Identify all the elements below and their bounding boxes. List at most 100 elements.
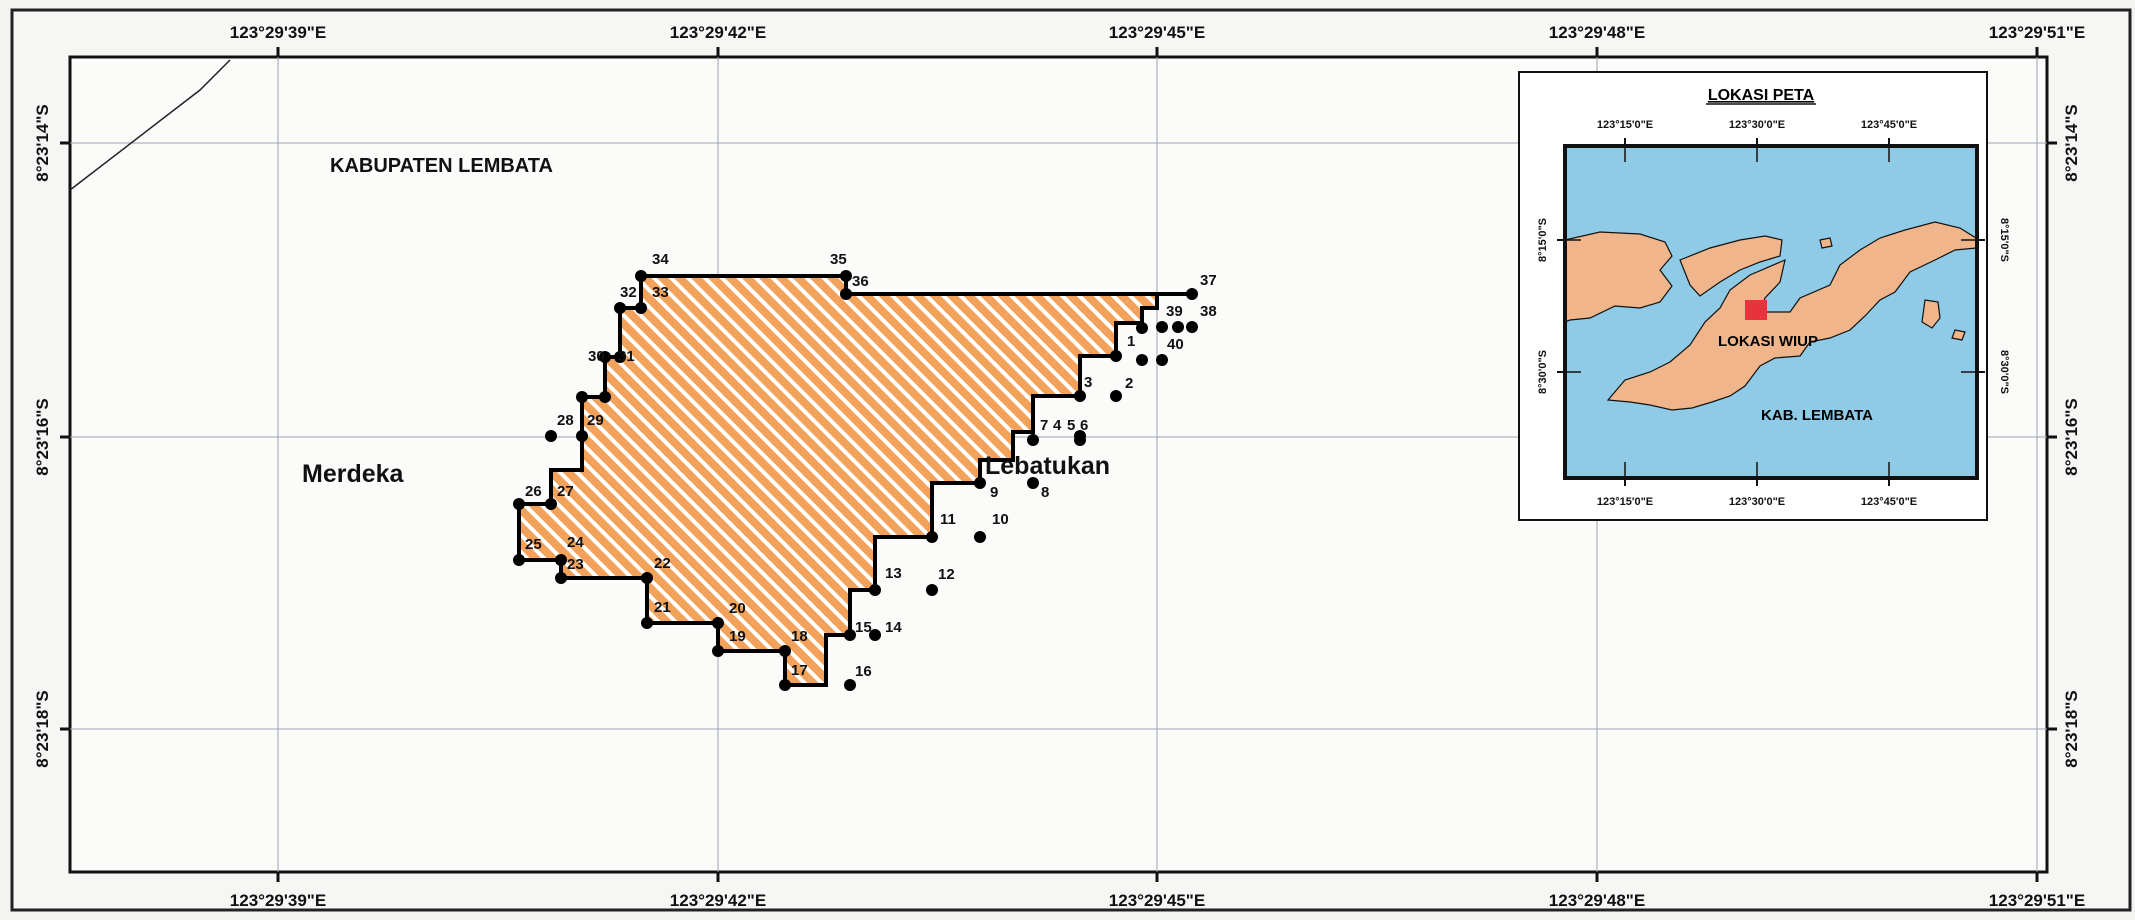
boundary-vertex: [779, 645, 791, 657]
boundary-vertex: [599, 351, 611, 363]
top-tick-label: 123°29'39"E: [230, 23, 326, 42]
vertex-label: 29: [587, 412, 604, 429]
inset-bottom-tick: 123°45'0"E: [1861, 496, 1917, 508]
bottom-tick-label: 123°29'39"E: [230, 891, 326, 910]
inset-top-tick: 123°45'0"E: [1861, 119, 1917, 131]
boundary-vertex: [712, 617, 724, 629]
inset-top-tick: 123°15'0"E: [1597, 119, 1653, 131]
vertex-label: 1: [1127, 333, 1135, 350]
vertex-label: 26: [525, 483, 542, 500]
boundary-vertex: [1110, 350, 1122, 362]
boundary-vertex: [712, 645, 724, 657]
boundary-vertex: [1186, 321, 1198, 333]
wiup-location-marker: [1745, 300, 1767, 320]
vertex-label: 12: [938, 566, 955, 583]
bottom-tick-label: 123°29'45"E: [1109, 891, 1205, 910]
vertex-label: 13: [885, 565, 902, 582]
boundary-vertex: [635, 270, 647, 282]
boundary-vertex: [599, 391, 611, 403]
boundary-vertex: [545, 498, 557, 510]
top-tick-label: 123°29'42"E: [670, 23, 766, 42]
vertex-label: 30: [588, 348, 605, 365]
vertex-label: 2: [1125, 375, 1133, 392]
boundary-vertex: [1074, 390, 1086, 402]
boundary-vertex: [779, 679, 791, 691]
inset-left-tick: 8°30'0"S: [1537, 350, 1549, 394]
inset-location-label: LOKASI WIUP: [1718, 333, 1818, 350]
vertex-label: 31: [618, 348, 635, 365]
vertex-label: 10: [992, 511, 1009, 528]
vertex-label: 34: [652, 251, 669, 268]
vertex-label: 36: [852, 273, 869, 290]
vertex-label: 11: [940, 511, 956, 528]
top-tick-label: 123°29'45"E: [1109, 23, 1205, 42]
boundary-vertex: [844, 679, 856, 691]
vertex-label: 4: [1053, 417, 1062, 434]
left-tick-label: 8°23'16"S: [33, 398, 52, 476]
inset-gridlines: [1565, 146, 1977, 478]
right-tick-label: 8°23'18"S: [2062, 690, 2081, 768]
wiup-area-polygon: [517, 274, 1192, 687]
boundary-vertex: [926, 531, 938, 543]
boundary-vertex: [974, 477, 986, 489]
vertex-label: 24: [567, 534, 584, 551]
boundary-vertex: [869, 584, 881, 596]
boundary-vertex: [1136, 322, 1148, 334]
boundary-vertex: [641, 572, 653, 584]
boundary-vertex: [844, 629, 856, 641]
boundary-vertex: [635, 302, 647, 314]
boundary-vertex: [641, 617, 653, 629]
boundary-vertex: [576, 430, 588, 442]
vertex-label: 18: [791, 628, 808, 645]
vertex-label: 22: [654, 555, 671, 572]
boundary-vertex: [555, 554, 567, 566]
vertex-label: 25: [525, 536, 542, 553]
vertex-label: 6: [1080, 417, 1088, 434]
boundary-vertex: [1186, 288, 1198, 300]
inset-top-tick: 123°30'0"E: [1729, 119, 1785, 131]
boundary-vertex: [926, 584, 938, 596]
left-tick-label: 8°23'14"S: [33, 104, 52, 182]
vertex-label: 9: [990, 484, 998, 501]
right-tick-label: 8°23'14"S: [2062, 104, 2081, 182]
inset-map: LOKASI PETA: [1518, 71, 2010, 521]
inset-bottom-tick: 123°30'0"E: [1729, 496, 1785, 508]
boundary-vertex: [576, 391, 588, 403]
boundary-vertex: [614, 351, 626, 363]
inset-right-tick: 8°15'0"S: [1998, 218, 2010, 262]
boundary-vertex: [1156, 321, 1168, 333]
inset-land-islet: [1921, 299, 1941, 329]
inset-ticks: [1557, 138, 1985, 486]
boundary-vertex: [1027, 477, 1039, 489]
inset-right-tick: 8°30'0"S: [1998, 350, 2010, 394]
bottom-tick-label: 123°29'42"E: [670, 891, 766, 910]
boundary-vertex: [513, 498, 525, 510]
vertex-label: 7: [1040, 417, 1048, 434]
vertex-label: 40: [1167, 336, 1184, 353]
vertex-label: 28: [557, 412, 574, 429]
inset-bottom-tick: 123°15'0"E: [1597, 496, 1653, 508]
vertex-label: 27: [557, 483, 574, 500]
vertex-label: 15: [855, 619, 872, 636]
vertex-label: 5: [1067, 417, 1075, 434]
vertex-label: 37: [1200, 272, 1217, 289]
boundary-vertex: [869, 629, 881, 641]
merdeka-label: Merdeka: [302, 460, 405, 488]
lebatukan-label: Lebatukan: [985, 452, 1110, 480]
bottom-tick-label: 123°29'51"E: [1989, 891, 2085, 910]
vertex-label: 8: [1041, 484, 1049, 501]
vertex-label: 17: [791, 662, 808, 679]
boundary-vertex: [1027, 434, 1039, 446]
inset-title: LOKASI PETA: [1708, 87, 1815, 104]
boundary-vertex: [840, 288, 852, 300]
boundary-vertex: [1110, 390, 1122, 402]
vertex-label: 16: [855, 663, 872, 680]
kabupaten-label: KABUPATEN LEMBATA: [330, 155, 553, 177]
vertex-label: 20: [729, 600, 746, 617]
vertex-label: 38: [1200, 303, 1217, 320]
boundary-vertex: [1156, 354, 1168, 366]
boundary-vertex: [840, 270, 852, 282]
vertex-label: 21: [654, 599, 671, 616]
